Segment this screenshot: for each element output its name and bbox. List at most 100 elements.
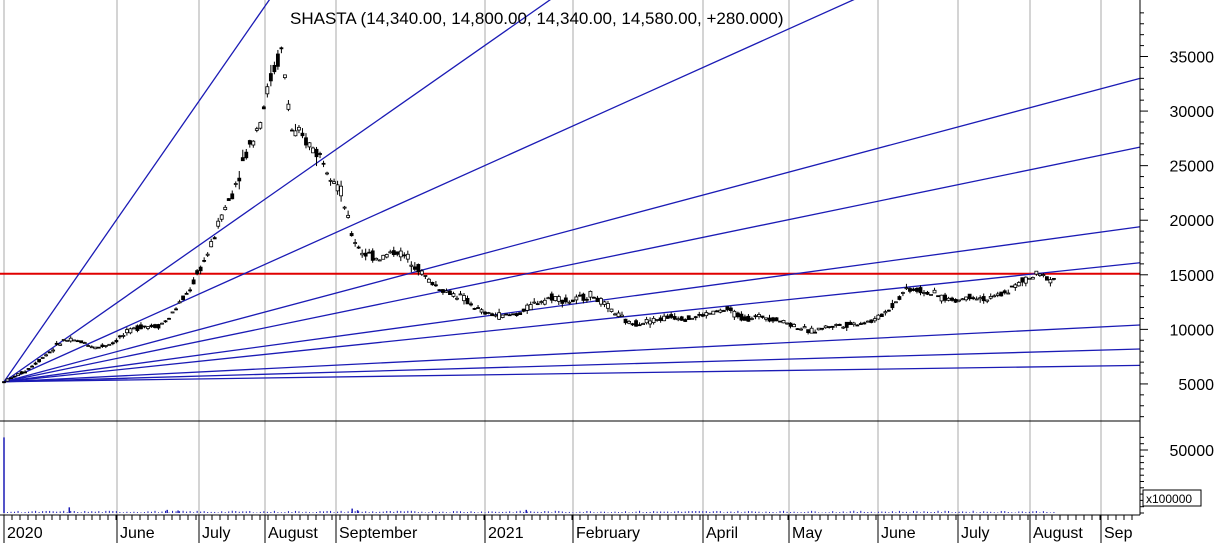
price-bar-body [44,354,49,357]
price-bar-body [985,299,990,302]
price-bar-body [760,315,765,318]
price-bar [535,300,540,306]
price-bar [563,294,568,304]
price-bar [2,381,6,384]
volume-series [3,437,1055,513]
price-bar-body [409,264,414,267]
price-bar-body [384,254,389,258]
price-bar-body [1027,277,1032,280]
price-bar [360,249,365,258]
price-bar-body [602,301,607,305]
price-bar-body [627,320,631,324]
price-bar [121,333,126,339]
price-bar-body [353,242,358,244]
price-bar [616,310,621,318]
price-bar [901,291,905,297]
price-bar-body [346,214,351,218]
price-bar [75,339,80,343]
price-bar-body [563,297,568,303]
price-bar [451,291,456,298]
price-bar [732,309,737,320]
price-bar [820,327,825,331]
price-bar [342,205,347,210]
price-bar-body [542,299,547,305]
price-bar [651,316,656,325]
price-bar [676,316,681,322]
price-bar [953,298,958,304]
price-bar [233,181,238,188]
price-bar-body [865,320,870,323]
price-bar [995,291,1000,298]
price-bar-body [89,346,94,349]
time-tick-label: April [706,525,738,542]
price-bar [792,323,796,328]
price-bar-body [402,254,407,257]
price-bar [188,287,193,293]
price-bar-body [156,324,161,329]
price-bar-body [806,329,811,333]
price-bar [335,180,340,195]
price-bar [834,323,839,328]
price-bar [514,312,519,317]
price-bar-body [100,344,105,347]
price-bar-body [30,365,34,368]
price-bar-body [455,297,459,300]
price-bar-body [753,315,758,318]
price-bar-body [72,339,77,342]
price-bar-body [497,312,502,320]
price-bar-body [553,296,558,301]
price-bar [915,287,919,294]
price-bar [602,300,607,308]
price-bar [865,320,870,323]
price-bar-body [377,259,382,262]
price-bar [191,277,196,285]
price-bar [813,329,818,334]
price-bar-body [283,74,287,79]
price-bar [707,312,712,315]
price-bar-body [679,316,684,321]
price-bar [851,321,856,327]
price-bar-body [1030,277,1035,280]
price-bar-body [476,307,480,309]
price-bar [469,301,473,307]
price-bar [588,290,593,301]
price-bar [518,312,523,316]
price-bar-body [65,339,70,342]
price-bar-body [293,130,298,137]
price-bar-body [700,314,705,317]
price-bar [511,313,516,316]
price-bar-body [240,157,245,162]
price-bar [493,312,498,318]
price-bar-body [472,307,477,310]
price-bar-body [851,322,856,326]
price-bar-body [9,377,13,380]
price-bar-body [374,257,379,261]
price-bar [328,178,333,186]
price-bar [946,296,951,302]
price-bar [974,296,979,301]
time-tick-label: August [268,525,318,542]
price-bar [827,326,832,329]
price-bar-body [908,288,912,292]
price-bar [258,121,263,130]
price-bar-body [567,301,572,304]
price-bar-body [890,303,895,309]
price-bar [592,296,596,299]
price-bar-body [992,295,997,298]
price-bar [12,375,17,378]
price-bar-body [872,318,877,322]
price-bar [458,290,463,296]
price-bar-body [304,137,308,146]
price-tick-label: 10000 [1170,322,1215,339]
price-bar [932,287,937,294]
price-bar-body [332,181,336,184]
price-bar [599,297,603,307]
price-bar [465,295,470,305]
price-bar-body [606,303,610,309]
price-bar-body [581,293,586,301]
price-bar [293,123,298,137]
price-bar [858,321,863,325]
price-bar [904,283,909,290]
price-bar [455,295,459,301]
price-bar-body [125,329,129,334]
